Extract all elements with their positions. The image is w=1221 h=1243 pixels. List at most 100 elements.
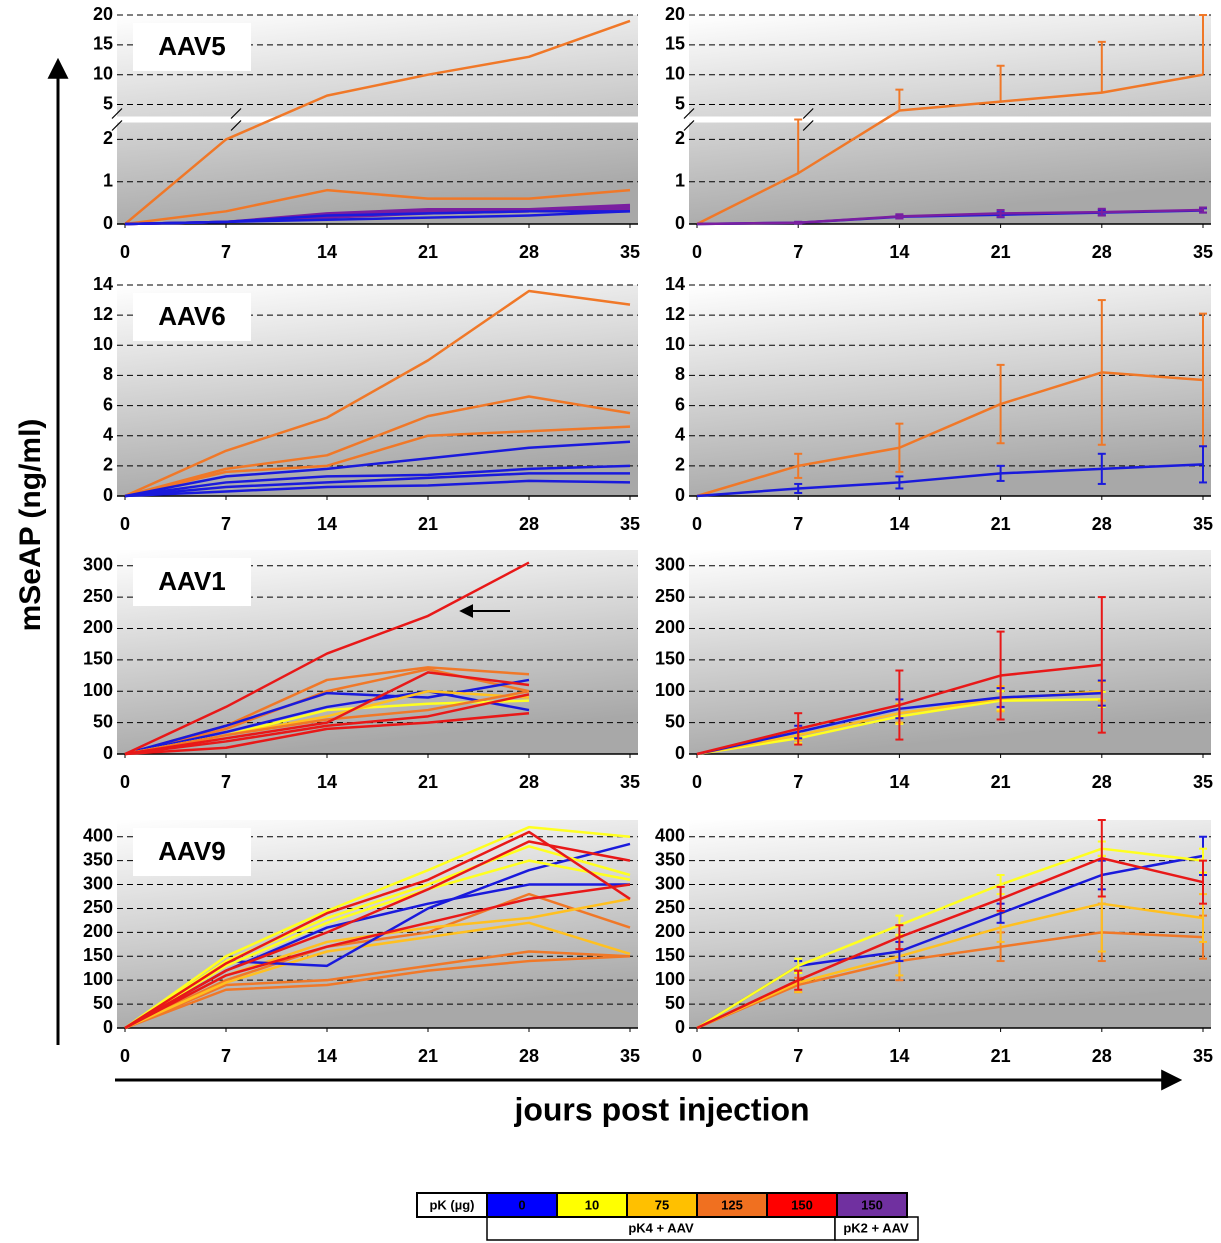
- y-tick-label: 0: [103, 485, 113, 505]
- x-tick-label: 7: [221, 1046, 231, 1066]
- y-tick-label: 6: [103, 394, 113, 414]
- y-tick-label: 250: [655, 586, 685, 606]
- x-tick-label: 0: [692, 242, 702, 262]
- y-tick-label: 6: [675, 394, 685, 414]
- x-tick-label: 0: [120, 772, 130, 792]
- y-tick-label: 250: [83, 586, 113, 606]
- y-tick-label: 200: [655, 921, 685, 941]
- panel: 0 2 4 6 8 10 12 14 0 7 14 21 28 35: [665, 274, 1213, 534]
- series-line: [124, 711, 530, 756]
- series-line: [696, 73, 1204, 226]
- x-tick-label: 28: [519, 772, 539, 792]
- panel-label-box: [133, 558, 251, 606]
- y-tick-label: 200: [83, 617, 113, 637]
- x-tick-label: 14: [317, 1046, 337, 1066]
- panel: 0 2 4 6 8 10 12 14 0 7 14 21 28 35 AAV6: [93, 274, 640, 534]
- y-tick-label: 5: [103, 93, 113, 113]
- y-tick-label: 250: [655, 897, 685, 917]
- legend-label: 125: [721, 1197, 743, 1212]
- y-tick-label: 0: [103, 1017, 113, 1037]
- y-tick-label: 0: [103, 743, 113, 763]
- legend-swatch: [556, 1192, 628, 1218]
- error-bar: [1097, 596, 1106, 734]
- x-tick-label: 35: [620, 514, 640, 534]
- y-tick-label: 400: [83, 825, 113, 845]
- x-tick-label: 21: [991, 242, 1011, 262]
- y-tick-label: 10: [665, 63, 685, 83]
- panel: 0 1 2 5 10 15 20 0 7 14 21 28 35 AAV5: [93, 4, 640, 262]
- legend-label: 10: [585, 1197, 599, 1212]
- y-tick-label: 350: [83, 849, 113, 869]
- break-mark: [230, 108, 242, 119]
- y-tick-label: 100: [83, 680, 113, 700]
- y-tick-label: 250: [83, 897, 113, 917]
- error-bar: [794, 969, 803, 991]
- error-bar: [1199, 14, 1207, 75]
- y-tick-label: 5: [675, 93, 685, 113]
- series-line: [124, 19, 631, 225]
- break-mark: [802, 120, 814, 131]
- y-tick-label: 14: [93, 274, 113, 294]
- error-bar: [794, 220, 803, 225]
- error-bar: [996, 464, 1005, 482]
- x-tick-label: 7: [221, 242, 231, 262]
- y-tick-label: 20: [665, 4, 685, 24]
- y-tick-label: 10: [665, 334, 685, 354]
- series-line: [124, 561, 530, 756]
- error-bar: [794, 482, 803, 494]
- x-tick-label: 35: [620, 1046, 640, 1066]
- series-line: [124, 825, 631, 1030]
- error-bar: [1097, 299, 1106, 446]
- x-tick-label: 21: [991, 514, 1011, 534]
- x-tick-label: 35: [1193, 1046, 1213, 1066]
- x-tick-label: 21: [418, 514, 438, 534]
- x-tick-label: 21: [991, 772, 1011, 792]
- error-bar: [996, 630, 1005, 721]
- y-tick-label: 0: [675, 743, 685, 763]
- error-bar: [895, 88, 904, 111]
- error-bar: [1097, 207, 1106, 217]
- y-tick-label: 15: [93, 34, 113, 54]
- panel: 0 50 100 150 200 250 300 350 400 0 7 14 21 28 35 AAV9: [83, 820, 640, 1066]
- series-line: [124, 950, 631, 1030]
- series-line: [124, 689, 530, 756]
- series-line: [124, 188, 631, 226]
- error-bar: [895, 213, 904, 220]
- y-tick-label: 10: [93, 63, 113, 83]
- legend-group: pK2 + AAV: [843, 1220, 909, 1235]
- series-line: [696, 847, 1204, 1030]
- x-tick-label: 0: [120, 1046, 130, 1066]
- legend-label: 0: [518, 1197, 525, 1212]
- series-line: [124, 883, 631, 1030]
- y-tick-label: 2: [675, 128, 685, 148]
- axis-break: [115, 116, 640, 123]
- y-tick-label: 2: [103, 455, 113, 475]
- series-line: [124, 440, 631, 498]
- error-bar: [895, 669, 904, 741]
- y-tick-label: 1: [675, 170, 685, 190]
- y-tick-label: 50: [665, 711, 685, 731]
- series-line: [124, 289, 631, 498]
- series-line: [124, 690, 530, 756]
- x-tick-label: 7: [221, 772, 231, 792]
- y-tick-label: 300: [655, 873, 685, 893]
- error-bar: [1097, 819, 1106, 898]
- break-mark: [802, 108, 814, 119]
- x-tick-label: 28: [1092, 1046, 1112, 1066]
- break-mark: [111, 108, 123, 119]
- legend-label: 150: [791, 1197, 813, 1212]
- x-tick-label: 7: [221, 514, 231, 534]
- series-line: [696, 208, 1204, 226]
- x-tick-label: 28: [519, 1046, 539, 1066]
- x-tick-label: 21: [991, 1046, 1011, 1066]
- error-bar: [1097, 40, 1106, 93]
- series-line: [124, 472, 630, 498]
- x-tick-label: 7: [793, 772, 803, 792]
- break-mark: [683, 108, 695, 119]
- error-bar: [996, 885, 1005, 912]
- series-line: [124, 693, 530, 756]
- y-tick-label: 150: [655, 649, 685, 669]
- legend-header: pK (µg): [429, 1197, 474, 1212]
- y-tick-label: 350: [655, 849, 685, 869]
